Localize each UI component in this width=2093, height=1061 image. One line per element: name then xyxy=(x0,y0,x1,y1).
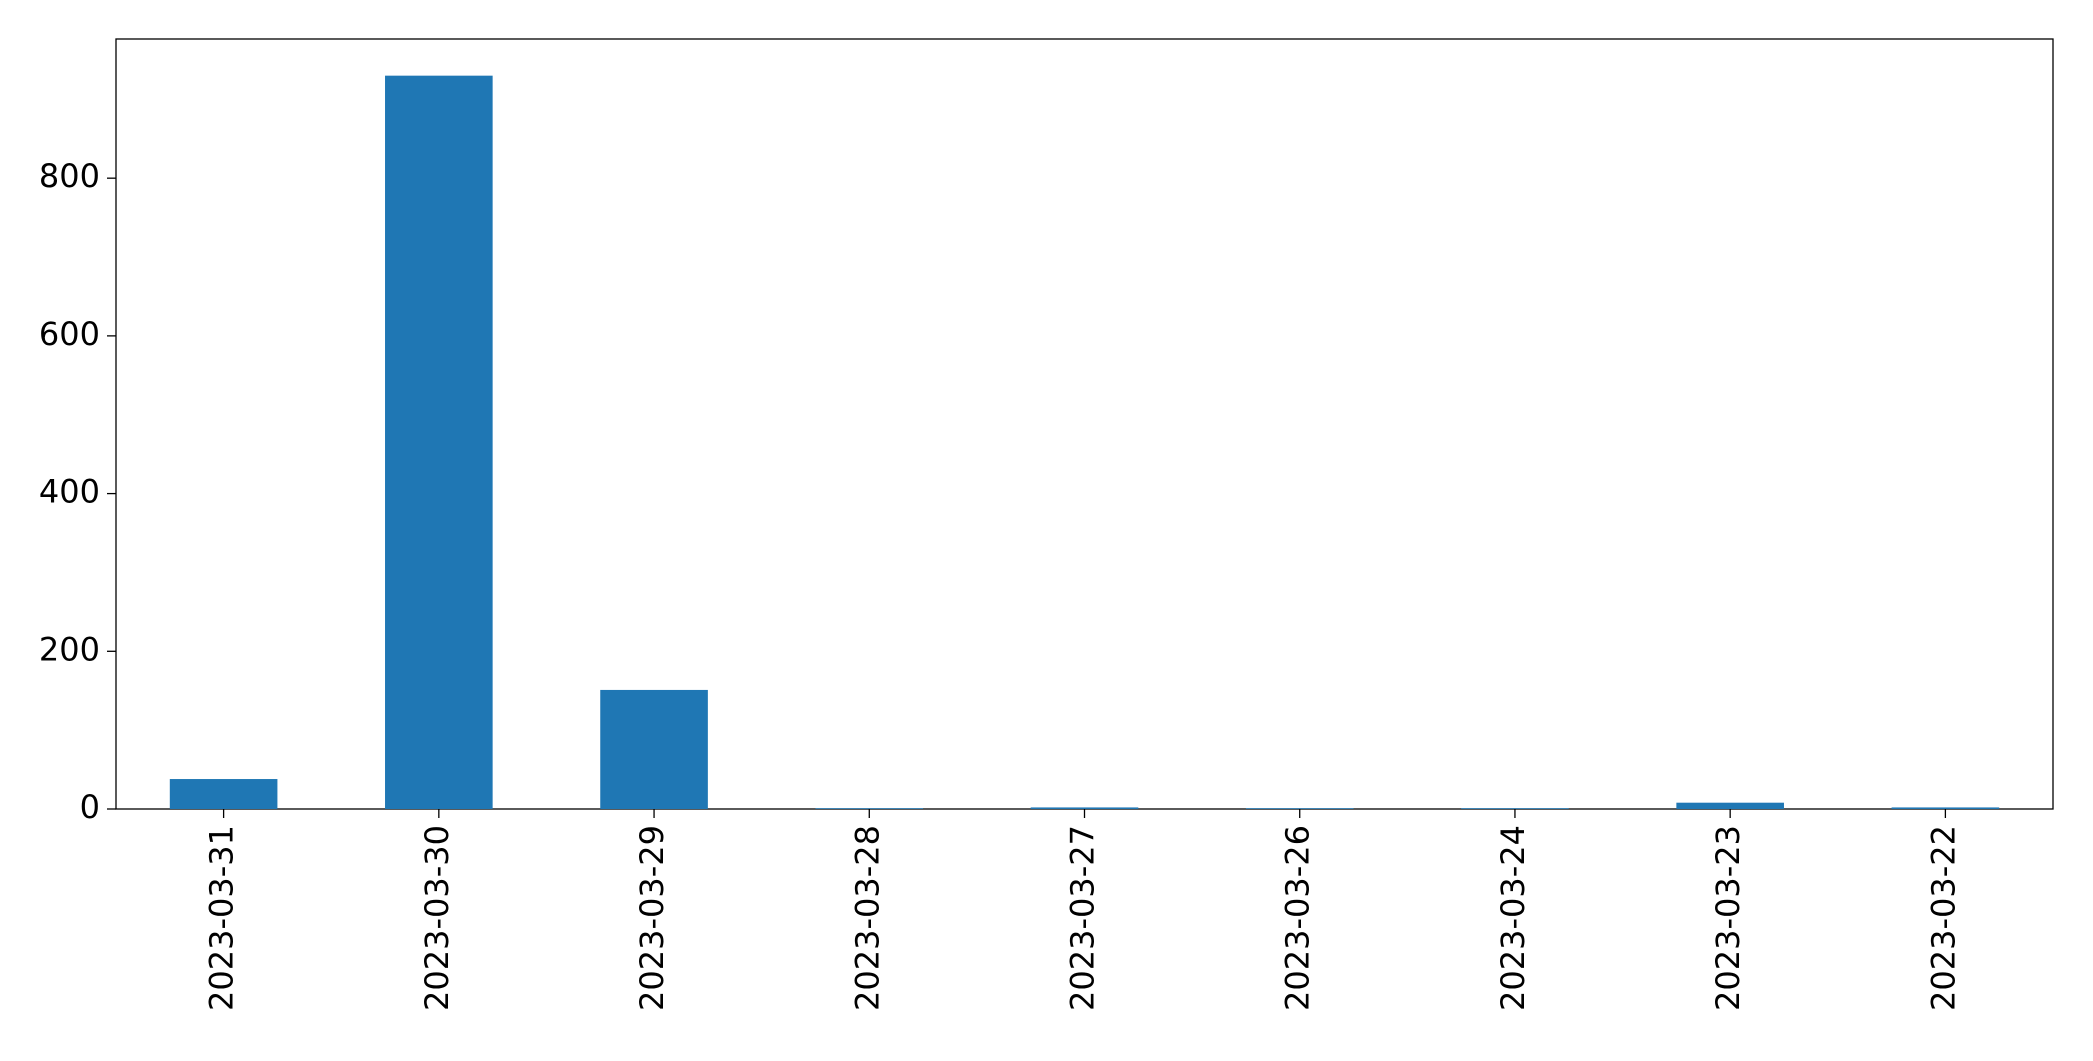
bar xyxy=(1030,807,1139,809)
bar xyxy=(600,689,708,809)
x-tick-label: 2023-03-23 xyxy=(1709,825,1747,1011)
bar xyxy=(815,808,924,809)
bar xyxy=(1245,808,1354,809)
y-tick-label: 600 xyxy=(39,315,100,353)
x-tick-label: 2023-03-24 xyxy=(1494,825,1532,1011)
x-tick-label: 2023-03-22 xyxy=(1924,825,1962,1011)
bar xyxy=(1676,802,1784,809)
y-tick-label: 800 xyxy=(39,157,100,195)
bar xyxy=(385,75,493,809)
bar xyxy=(1891,807,2000,809)
x-tick-label: 2023-03-31 xyxy=(203,825,241,1011)
y-tick-label: 200 xyxy=(39,630,100,668)
x-tick-label: 2023-03-29 xyxy=(633,825,671,1011)
bar xyxy=(169,779,278,809)
x-tick-label: 2023-03-27 xyxy=(1064,825,1102,1011)
y-tick-label: 400 xyxy=(39,473,100,511)
bar xyxy=(1461,808,1569,809)
x-tick-label: 2023-03-28 xyxy=(848,825,886,1011)
x-tick-label: 2023-03-26 xyxy=(1279,825,1317,1011)
x-tick-label: 2023-03-30 xyxy=(418,825,456,1011)
y-tick-label: 0 xyxy=(80,788,100,826)
